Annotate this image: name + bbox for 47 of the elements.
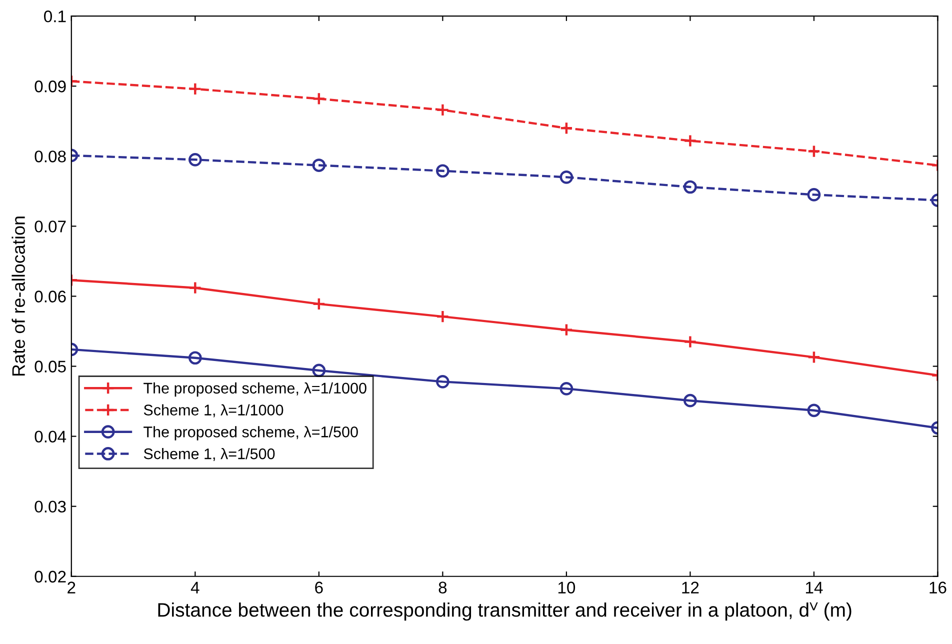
point: [807, 350, 821, 364]
y-tick-label: 0.05: [34, 360, 66, 372]
x-tick-label: 2: [68, 582, 76, 594]
y-axis-title: Rate of re-allocation: [12, 216, 25, 376]
point: [188, 82, 202, 96]
point: [807, 404, 821, 418]
y-tick-label: 0.07: [34, 220, 66, 232]
point: [436, 310, 450, 324]
point: [312, 364, 326, 378]
x-tick-label: 4: [190, 582, 200, 594]
point: [560, 382, 574, 396]
point: [684, 180, 697, 194]
point: [312, 158, 326, 172]
x-tick-label: 8: [438, 582, 447, 594]
y-tick-label: 0.06: [34, 290, 66, 302]
x-tick-label: 6: [315, 582, 323, 594]
point: [807, 188, 821, 202]
point: [312, 92, 326, 106]
x-tick-label: 14: [806, 582, 823, 594]
point: [188, 153, 202, 166]
point: [807, 144, 821, 158]
point: [560, 323, 574, 337]
legend-label: The proposed scheme, λ=1/1000: [144, 382, 366, 397]
point: [312, 297, 326, 311]
legend-label: The proposed scheme, λ=1/500: [144, 426, 358, 440]
x-tick-label: 12: [682, 582, 699, 594]
legend-label: Scheme 1, λ=1/500: [144, 448, 275, 462]
x-tick-label: 16: [930, 582, 946, 594]
x-tick-label: 10: [558, 582, 576, 594]
x-axis-title: Distance between the corresponding transmitter and receiver in a platoon, dⱽ (m): [158, 602, 852, 621]
point: [684, 134, 697, 148]
legend-label: Scheme 1, λ=1/1000: [144, 404, 284, 418]
y-tick-label: 0.1: [44, 10, 66, 22]
point: [188, 281, 202, 294]
point: [188, 351, 202, 365]
point: [436, 164, 450, 178]
point: [560, 170, 574, 184]
y-tick-label: 0.02: [34, 570, 66, 583]
point: [684, 335, 697, 348]
y-tick-label: 0.03: [34, 500, 66, 513]
point: [436, 375, 450, 388]
point: [560, 121, 574, 135]
y-tick-label: 0.08: [34, 150, 66, 162]
point: [436, 103, 450, 117]
y-tick-label: 0.09: [34, 80, 66, 92]
y-tick-label: 0.04: [34, 430, 66, 443]
point: [684, 394, 697, 408]
